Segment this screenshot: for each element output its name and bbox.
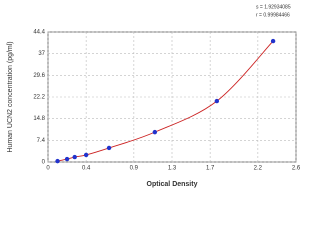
- x-axis-label: Optical Density: [147, 181, 198, 188]
- data-point: [270, 38, 276, 44]
- y-tick-label: 44.4: [33, 30, 45, 36]
- data-point: [152, 129, 158, 135]
- x-tick-label: 0.4: [82, 166, 91, 172]
- y-tick-label: 14.8: [33, 116, 45, 122]
- data-point: [106, 145, 112, 151]
- data-point: [72, 154, 77, 160]
- data-point: [55, 158, 60, 164]
- x-tick-label: 0.9: [130, 166, 139, 172]
- data-point: [214, 98, 220, 104]
- y-axis-label: Human UCN2 concentration (pg/ml): [7, 41, 14, 152]
- y-tick-label: 0: [42, 160, 46, 166]
- y-tick-label: 22.2: [33, 95, 45, 101]
- y-tick-label: 29.6: [33, 73, 45, 79]
- x-tick-label: 2.2: [254, 166, 263, 172]
- chart: Human UCN2 concentration (pg/ml) Optical…: [7, 4, 300, 188]
- annotation: s = 1.92934085: [256, 4, 291, 10]
- x-tick-label: 1.3: [168, 166, 177, 172]
- annotation: r = 0.99984466: [256, 12, 290, 18]
- x-tick-label: 2.6: [292, 166, 300, 172]
- data-point: [83, 152, 89, 158]
- y-tick-label: 37: [38, 51, 45, 57]
- x-tick-label: 0: [46, 166, 50, 172]
- data-point: [64, 156, 70, 162]
- x-tick-label: 1.7: [206, 166, 215, 172]
- y-tick-label: 7.4: [37, 138, 46, 144]
